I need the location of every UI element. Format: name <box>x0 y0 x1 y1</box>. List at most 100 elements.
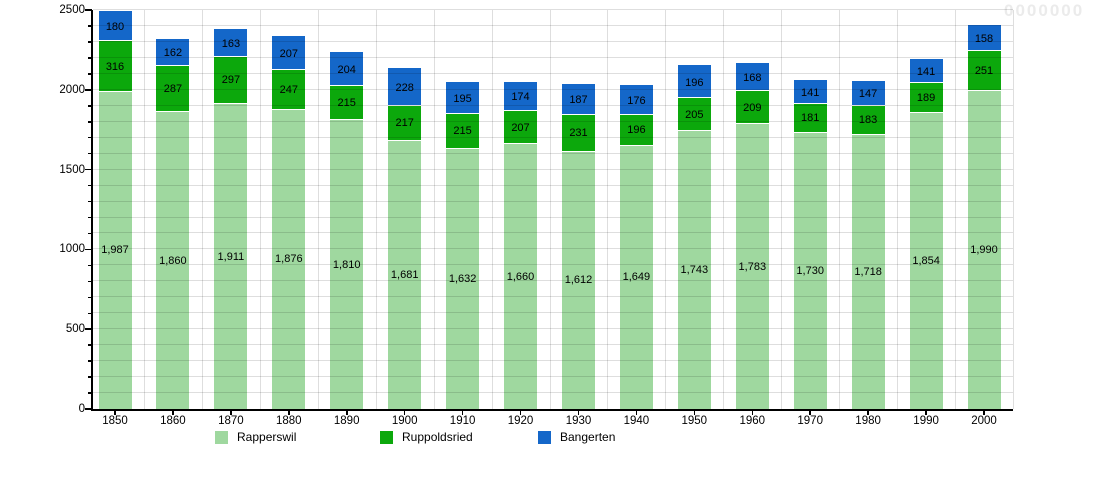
x-axis-tick <box>867 411 869 415</box>
bar-value-label-ruppoldsried: 297 <box>221 74 241 87</box>
gridline-vertical <box>317 10 319 409</box>
gridline-horizontal <box>93 184 1013 186</box>
bar-segment-bangerten <box>330 51 364 86</box>
gridline-vertical <box>375 10 377 409</box>
gridline-horizontal <box>93 216 1013 218</box>
bar-value-label-rapperswil: 1,730 <box>796 264 824 277</box>
x-axis-tick <box>925 411 927 415</box>
bar-value-label-rapperswil: 1,612 <box>564 274 593 287</box>
bar-value-label-bangerten: 163 <box>221 37 241 50</box>
gridline-horizontal <box>93 200 1013 202</box>
legend-item-rapperswil: Rapperswil <box>215 430 296 444</box>
gridline-horizontal <box>93 120 1013 122</box>
bar-segment-rapperswil <box>330 120 364 409</box>
x-axis-tick-label: 1960 <box>739 415 766 427</box>
bar-segment-bangerten <box>793 80 827 104</box>
legend-label-rapperswil: Rapperswil <box>237 430 297 444</box>
x-axis-tick <box>230 411 232 415</box>
bar-segment-bangerten <box>156 38 190 67</box>
gridline-vertical <box>201 10 203 409</box>
bar-segment-bangerten <box>677 65 711 99</box>
bar-value-label-ruppoldsried: 183 <box>858 114 878 127</box>
bar-segment-rapperswil <box>214 104 248 409</box>
watermark: 0000000 <box>1004 1 1085 20</box>
gridline-horizontal <box>93 312 1013 314</box>
bar-value-label-rapperswil: 1,649 <box>622 271 651 284</box>
x-axis-tick-label: 1970 <box>797 415 823 427</box>
gridline-horizontal <box>93 40 1013 42</box>
gridline-horizontal <box>93 376 1013 378</box>
x-axis-tick <box>751 411 753 415</box>
y-axis-tick-label: 0 <box>78 403 85 415</box>
gridline-vertical <box>723 10 725 409</box>
legend-label-bangerten: Bangerten <box>560 430 616 444</box>
bar-value-label-bangerten: 141 <box>916 65 936 78</box>
bar-value-label-ruppoldsried: 231 <box>569 127 588 140</box>
gridline-vertical <box>144 10 145 409</box>
y-axis-tick <box>85 328 92 330</box>
gridline-vertical <box>1013 10 1014 409</box>
bar-value-label-bangerten: 195 <box>453 92 472 105</box>
y-axis-tick <box>88 216 92 219</box>
bar-segment-ruppoldsried <box>735 89 769 125</box>
x-axis-tick-label: 1900 <box>391 415 418 427</box>
bar-value-label-rapperswil: 1,718 <box>854 265 882 278</box>
legend-swatch-ruppoldsried <box>380 430 393 444</box>
y-axis-tick <box>85 408 92 410</box>
gridline-horizontal <box>93 9 1013 10</box>
gridline-horizontal <box>93 168 1013 170</box>
bar-value-label-bangerten: 187 <box>569 93 588 106</box>
bar-segment-rapperswil <box>562 151 595 409</box>
x-axis-tick <box>403 411 406 415</box>
bar-value-label-bangerten: 180 <box>105 21 125 34</box>
y-axis-tick-label: 2500 <box>59 4 85 16</box>
gridline-vertical <box>955 10 956 409</box>
y-axis-tick <box>88 392 92 394</box>
bar-value-label-bangerten: 141 <box>801 86 820 99</box>
bar-segment-rapperswil <box>851 134 885 409</box>
bar-value-label-ruppoldsried: 215 <box>337 97 356 109</box>
bar-segment-ruppoldsried <box>793 102 827 133</box>
x-axis-line <box>91 409 1013 411</box>
x-axis-tick <box>635 411 638 415</box>
x-axis-tick <box>346 411 348 415</box>
bar-segment-rapperswil <box>272 109 306 409</box>
x-axis-tick-label: 1850 <box>102 415 128 427</box>
bar-segment-ruppoldsried <box>619 113 653 146</box>
y-axis-tick <box>88 105 92 107</box>
bar-segment-ruppoldsried <box>909 81 943 114</box>
legend-swatch-rapperswil <box>215 430 228 444</box>
x-axis-tick <box>461 411 464 415</box>
gridline-vertical <box>259 10 261 409</box>
bar-value-label-ruppoldsried: 189 <box>916 92 936 104</box>
bar-segment-bangerten <box>619 84 653 115</box>
bar-segment-rapperswil <box>967 91 1001 409</box>
bar-segment-ruppoldsried <box>330 84 364 121</box>
bar-value-label-rapperswil: 1,660 <box>506 270 535 283</box>
x-axis-tick-label: 1870 <box>218 415 244 427</box>
bar-value-label-ruppoldsried: 205 <box>685 108 704 121</box>
bar-value-label-ruppoldsried: 209 <box>743 101 762 114</box>
x-axis-tick-label: 2000 <box>971 415 997 427</box>
gridline-horizontal <box>93 248 1013 250</box>
bar-segment-rapperswil <box>388 140 422 409</box>
y-axis-tick <box>88 312 92 314</box>
bar-segment-ruppoldsried <box>214 55 248 104</box>
bar-value-label-bangerten: 228 <box>395 81 414 94</box>
bar-segment-ruppoldsried <box>851 104 885 135</box>
bar-segment-rapperswil <box>735 124 769 409</box>
bar-segment-bangerten <box>446 81 480 115</box>
gridline-horizontal <box>93 56 1013 58</box>
gridline-horizontal <box>93 152 1013 154</box>
bar-value-label-bangerten: 147 <box>858 87 878 100</box>
x-axis-tick-label: 1910 <box>449 415 476 427</box>
y-axis-line <box>91 10 93 411</box>
bar-segment-ruppoldsried <box>98 40 132 92</box>
x-axis-tick <box>172 411 174 415</box>
gridline-vertical <box>607 10 609 409</box>
x-axis-tick-label: 1930 <box>565 415 592 427</box>
bar-segment-bangerten <box>562 83 595 115</box>
bar-value-label-bangerten: 207 <box>279 47 298 60</box>
x-axis-tick-label: 1920 <box>507 415 534 427</box>
bar-segment-rapperswil <box>98 91 132 409</box>
